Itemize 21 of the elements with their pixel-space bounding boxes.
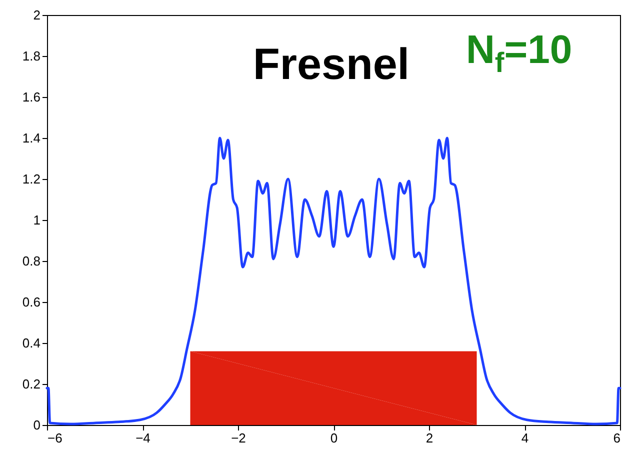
y-tick-label: 0 xyxy=(33,418,40,432)
y-tick-label: 0.2 xyxy=(22,376,40,392)
x-tick-label: −2 xyxy=(231,430,246,446)
x-tick-label: 6 xyxy=(613,430,620,446)
y-tick-label: 0.8 xyxy=(22,254,40,268)
y-tick-label: 1.6 xyxy=(22,90,40,104)
y-tick-label: 0.6 xyxy=(22,294,40,310)
x-tick-label: −6 xyxy=(48,430,62,446)
line-series xyxy=(46,136,622,426)
y-tick-label: 2 xyxy=(33,8,40,22)
y-tick-label: 1.8 xyxy=(22,48,40,64)
x-tick-label: 4 xyxy=(521,430,529,446)
y-tick-label: 0.4 xyxy=(22,336,40,350)
x-tick-label: 2 xyxy=(426,430,434,446)
y-tick-label: 1.2 xyxy=(22,172,40,186)
y-tick-label: 1.4 xyxy=(22,130,40,146)
y-tick-label: 1 xyxy=(33,212,40,228)
annotation: N$_{f}$=10 xyxy=(466,28,572,79)
x-tick-label: −4 xyxy=(136,430,150,446)
annotation: Fresnel xyxy=(253,40,410,90)
x-tick-label: 0 xyxy=(330,430,338,446)
